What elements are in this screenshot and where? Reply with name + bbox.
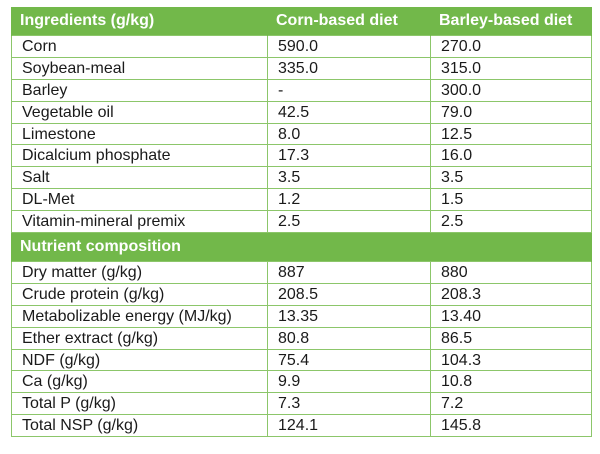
table-row: Ether extract (g/kg) 80.8 86.5	[11, 326, 592, 350]
nutrient-name: NDF (g/kg)	[11, 348, 268, 372]
header-barley-based-diet: Barley-based diet	[430, 7, 592, 36]
ingredient-name: Vegetable oil	[11, 100, 268, 124]
diet-composition-table: Ingredients (g/kg) Corn-based diet Barle…	[11, 7, 592, 438]
barley-diet-value: 208.3	[430, 282, 592, 306]
corn-diet-value: 1.2	[267, 188, 431, 212]
ingredient-name: DL-Met	[11, 188, 268, 212]
barley-diet-value: 10.8	[430, 370, 592, 394]
corn-diet-value: 7.3	[267, 392, 431, 416]
barley-diet-value: 3.5	[430, 166, 592, 190]
table-row: Metabolizable energy (MJ/kg) 13.35 13.40	[11, 304, 592, 328]
ingredient-name: Vitamin-mineral premix	[11, 210, 268, 234]
barley-diet-value: 145.8	[430, 414, 592, 438]
table-row: NDF (g/kg) 75.4 104.3	[11, 348, 592, 372]
corn-diet-value: 887	[267, 261, 431, 284]
table-row: Dicalcium phosphate 17.3 16.0	[11, 144, 592, 168]
corn-diet-value: 2.5	[267, 210, 431, 234]
ingredient-name: Dicalcium phosphate	[11, 144, 268, 168]
corn-diet-value: 9.9	[267, 370, 431, 394]
ingredient-name: Soybean-meal	[11, 56, 268, 80]
table-row: Total NSP (g/kg) 124.1 145.8	[11, 414, 592, 438]
ingredient-name: Corn	[11, 35, 268, 58]
table-row: Barley - 300.0	[11, 78, 592, 102]
table-row: Salt 3.5 3.5	[11, 166, 592, 190]
table-row: Ca (g/kg) 9.9 10.8	[11, 370, 592, 394]
section-header-row: Nutrient composition	[11, 232, 592, 262]
corn-diet-value: 13.35	[267, 304, 431, 328]
table-row: Crude protein (g/kg) 208.5 208.3	[11, 282, 592, 306]
barley-diet-value: 7.2	[430, 392, 592, 416]
header-ingredients: Ingredients (g/kg)	[11, 7, 268, 36]
barley-diet-value: 270.0	[430, 35, 592, 58]
barley-diet-value: 300.0	[430, 78, 592, 102]
barley-diet-value: 12.5	[430, 122, 592, 146]
ingredient-name: Barley	[11, 78, 268, 102]
corn-diet-value: 208.5	[267, 282, 431, 306]
corn-diet-value: -	[267, 78, 431, 102]
table-row: Total P (g/kg) 7.3 7.2	[11, 392, 592, 416]
diet-composition-table-container: Ingredients (g/kg) Corn-based diet Barle…	[11, 7, 592, 438]
barley-diet-value: 315.0	[430, 56, 592, 80]
corn-diet-value: 8.0	[267, 122, 431, 146]
nutrient-name: Dry matter (g/kg)	[11, 261, 268, 284]
table-row: DL-Met 1.2 1.5	[11, 188, 592, 212]
table-row: Dry matter (g/kg) 887 880	[11, 261, 592, 284]
barley-diet-value: 104.3	[430, 348, 592, 372]
barley-diet-value: 79.0	[430, 100, 592, 124]
table-row: Corn 590.0 270.0	[11, 35, 592, 58]
nutrient-name: Ether extract (g/kg)	[11, 326, 268, 350]
table-row: Vitamin-mineral premix 2.5 2.5	[11, 210, 592, 234]
nutrient-name: Ca (g/kg)	[11, 370, 268, 394]
corn-diet-value: 335.0	[267, 56, 431, 80]
corn-diet-value: 80.8	[267, 326, 431, 350]
barley-diet-value: 86.5	[430, 326, 592, 350]
corn-diet-value: 124.1	[267, 414, 431, 438]
corn-diet-value: 3.5	[267, 166, 431, 190]
corn-diet-value: 17.3	[267, 144, 431, 168]
nutrient-name: Total NSP (g/kg)	[11, 414, 268, 438]
barley-diet-value: 16.0	[430, 144, 592, 168]
nutrient-name: Crude protein (g/kg)	[11, 282, 268, 306]
ingredient-name: Salt	[11, 166, 268, 190]
header-corn-based-diet: Corn-based diet	[267, 7, 431, 36]
corn-diet-value: 75.4	[267, 348, 431, 372]
corn-diet-value: 590.0	[267, 35, 431, 58]
nutrient-name: Metabolizable energy (MJ/kg)	[11, 304, 268, 328]
table-header-row: Ingredients (g/kg) Corn-based diet Barle…	[11, 7, 592, 36]
barley-diet-value: 13.40	[430, 304, 592, 328]
nutrient-name: Total P (g/kg)	[11, 392, 268, 416]
barley-diet-value: 2.5	[430, 210, 592, 234]
ingredient-name: Limestone	[11, 122, 268, 146]
section-title-nutrient-composition: Nutrient composition	[11, 232, 592, 262]
table-row: Limestone 8.0 12.5	[11, 122, 592, 146]
barley-diet-value: 880	[430, 261, 592, 284]
corn-diet-value: 42.5	[267, 100, 431, 124]
barley-diet-value: 1.5	[430, 188, 592, 212]
table-row: Soybean-meal 335.0 315.0	[11, 56, 592, 80]
table-row: Vegetable oil 42.5 79.0	[11, 100, 592, 124]
